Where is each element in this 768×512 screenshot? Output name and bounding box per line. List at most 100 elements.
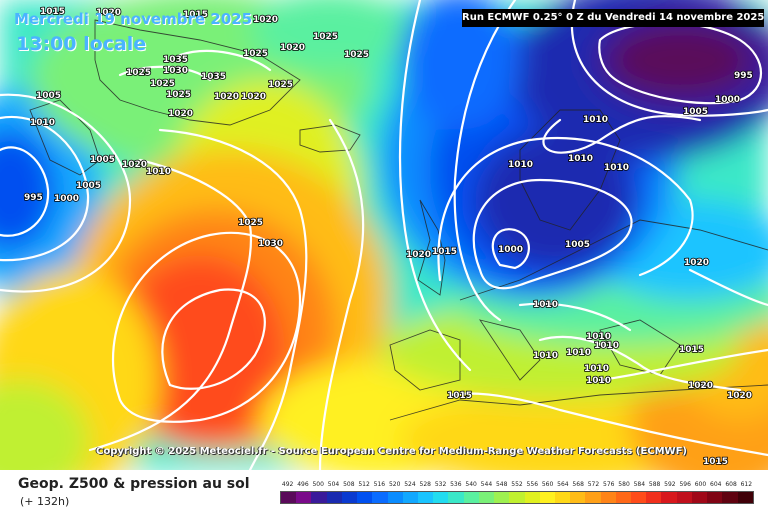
isobar-label: 1010 [566,348,591,358]
legend-value-label: 588 [648,481,661,488]
legend-value-label: 492 [281,481,294,488]
legend-value-label: 512 [358,481,370,488]
legend-swatch [357,492,373,503]
isobar-labels: 1015 1020 1015 1025 1020 1025 1025 1035 … [23,6,753,468]
isobar-label: 1010 [604,163,629,173]
isobar-label: 1010 [586,332,611,342]
isobar-label: 1020 [280,43,305,53]
isobar-label: 1025 [166,90,191,100]
legend-value-label: 504 [327,481,340,488]
isobar-label: 1035 [163,55,188,65]
isobar-label: 1015 [183,10,208,20]
isobar-label: 1025 [268,80,293,90]
legend-value-label: 508 [343,481,355,488]
isobar-label: 1035 [201,72,226,82]
map-panel: 1015 1020 1015 1025 1020 1025 1025 1035 … [0,0,768,470]
isobar-label: 1020 [727,391,752,401]
isobar-label: 1025 [243,49,268,59]
legend-swatch [585,492,601,503]
legend-swatch [372,492,388,503]
legend-swatch [402,492,418,503]
copyright-notice: Copyright © 2025 Meteociel.fr - Source E… [96,446,687,457]
isobar-label: 1020 [241,92,266,102]
legend-value-label: 584 [633,481,646,488]
legend-swatch [341,492,358,503]
footer-bar: Geop. Z500 & pression au sol (+ 132h) 49… [0,470,768,512]
isobar-label: 1025 [150,79,175,89]
legend-swatch [433,492,449,503]
isobar-label: 1005 [36,91,61,101]
isobar-label: 1015 [432,247,457,257]
legend-swatch [539,492,555,503]
isobar-label: 1015 [679,345,704,355]
legend-swatch [387,492,403,503]
isobar-label: 1010 [30,118,55,128]
isobar-label: 1005 [76,181,101,191]
legend-value-label: 496 [297,481,309,488]
legend-value-label: 548 [495,481,508,488]
legend-value-label: 520 [388,481,401,488]
legend-swatch [737,492,753,503]
legend-value-label: 592 [664,481,676,488]
isobar-label: 1025 [313,32,338,42]
isobar-label: 1020 [253,15,278,25]
legend-swatch [615,492,632,503]
isobar-label: 1020 [168,109,193,119]
isobar-label: 1020 [214,92,239,102]
isobar-label: 1010 [594,341,619,351]
legend-value-label: 568 [572,481,584,488]
legend-swatch [509,492,525,503]
isobar-label: 1015 [703,457,728,467]
isobar-label: 1010 [583,115,608,125]
isobar-label: 1025 [344,50,369,60]
isobar-label: 1000 [715,95,740,105]
field-title: Geop. Z500 & pression au sol [18,476,250,492]
isobar-label: 1030 [163,66,188,76]
legend-swatch [281,492,297,503]
isobar-label: 1020 [684,258,709,268]
legend-value-label: 596 [679,481,691,488]
legend-value-label: 564 [557,481,569,488]
legend-swatch [478,492,495,503]
isobar-label: 1020 [96,8,121,18]
isobar-label: 1025 [238,218,263,228]
legend-value-label: 552 [511,481,523,488]
valid-date-label: Mercredi 19 novembre 2025 [14,10,253,28]
isobar-label: 1010 [533,300,558,310]
isobar-label: 1010 [584,364,609,374]
isobar-label: 1000 [54,194,79,204]
isobar-label: 1010 [146,167,171,177]
legend-swatch [311,492,327,503]
z500-color-field [0,0,768,470]
isobar-label: 995 [24,193,43,203]
isobar-label: 1030 [258,239,283,249]
isobar-label: 1015 [40,7,65,17]
lead-time-label: (+ 132h) [20,495,70,508]
isobar-label: 1020 [688,381,713,391]
legend-swatch [417,492,434,503]
legend-value-label: 608 [725,481,737,488]
legend-swatch [524,492,540,503]
legend-value-label: 560 [541,481,554,488]
legend-swatch [600,492,616,503]
legend-value-label: 540 [465,481,477,488]
legend-value-label: 532 [434,481,447,488]
legend-value-label: 524 [404,481,416,488]
legend-value-label: 516 [373,481,386,488]
legend-swatch [494,492,510,503]
legend-swatch [326,492,342,503]
legend-swatch [631,492,647,503]
isobar-label: 1010 [568,154,593,164]
legend-swatch [448,492,464,503]
legend-swatch [707,492,723,503]
legend-value-label: 500 [312,481,324,488]
color-legend [280,491,754,504]
legend-value-label: 612 [740,481,753,488]
geopotential-map: 1015 1020 1015 1025 1020 1025 1025 1035 … [0,0,768,470]
isobar-label: 1000 [498,245,523,255]
legend-value-label: 604 [710,481,722,488]
legend-value-label: 528 [419,481,431,488]
isobars [0,0,768,470]
legend-value-label: 536 [450,481,462,488]
